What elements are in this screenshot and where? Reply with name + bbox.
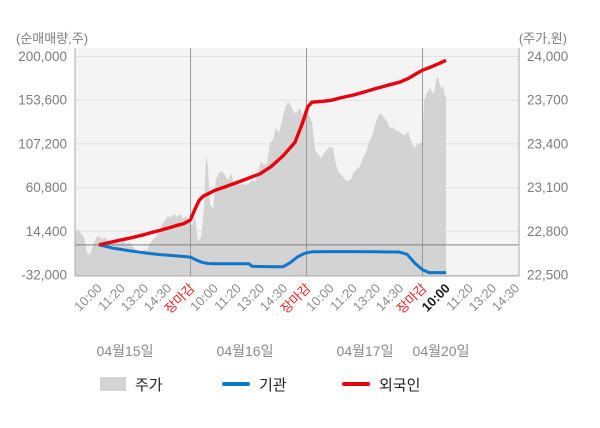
legend-item-price: 주가 — [100, 371, 163, 397]
left-axis-tick-label: -32,000 — [21, 268, 67, 283]
right-axis-tick-label: 24,000 — [527, 49, 568, 64]
date-label: 04월15일 — [97, 343, 154, 359]
price-area-swatch — [100, 377, 126, 391]
right-axis-tick-label: 23,700 — [527, 93, 568, 108]
legend-item-foreigner: 외국인 — [342, 371, 420, 397]
right-axis-tick-label: 23,100 — [527, 180, 568, 195]
x-axis-tick-labels: 10:0011:2013:2014:30장마감10:0011:2013:2014… — [71, 280, 522, 316]
institution-line-swatch — [222, 382, 250, 386]
foreigner-line-swatch — [342, 382, 370, 386]
plot-border — [74, 48, 520, 277]
institution-line — [98, 243, 446, 275]
legend-item-institution: 기관 — [222, 371, 287, 397]
left-axis-tick-label: 107,200 — [18, 136, 67, 151]
day-separators — [190, 48, 423, 276]
right-axis-tick-label: 23,400 — [527, 136, 568, 151]
legend-label-price: 주가 — [135, 376, 163, 394]
price-area — [75, 76, 446, 276]
left-axis-tick-label: 14,400 — [26, 224, 67, 239]
left-axis-title: (순매매량,주) — [16, 31, 89, 46]
right-axis-tick-label: 22,800 — [527, 224, 568, 239]
date-labels: 04월15일 04월16일 04월17일 04월20일 — [97, 343, 470, 359]
legend-label-foreigner: 외국인 — [379, 376, 421, 394]
right-axis-tick-labels: 24,000 23,700 23,400 23,100 22,800 22,500 — [527, 49, 568, 283]
right-axis-title: (주가,원) — [518, 31, 567, 46]
date-label: 04월17일 — [337, 343, 394, 359]
right-axis-tick-label: 22,500 — [527, 268, 568, 283]
date-label: 04월20일 — [413, 343, 470, 359]
left-axis-tick-label: 60,800 — [26, 180, 67, 195]
x-tick-label-time: 14:30 — [489, 281, 523, 315]
chart-legend: 주가 기관 외국인 — [0, 371, 600, 397]
legend-label-institution: 기관 — [259, 376, 287, 394]
foreigner-line — [98, 58, 447, 247]
left-axis-tick-label: 153,600 — [18, 93, 67, 108]
date-label: 04월16일 — [217, 343, 274, 359]
left-axis-tick-label: 200,000 — [18, 49, 67, 64]
left-axis-tick-labels: 200,000 153,600 107,200 60,800 14,400 -32,000 — [18, 49, 67, 283]
